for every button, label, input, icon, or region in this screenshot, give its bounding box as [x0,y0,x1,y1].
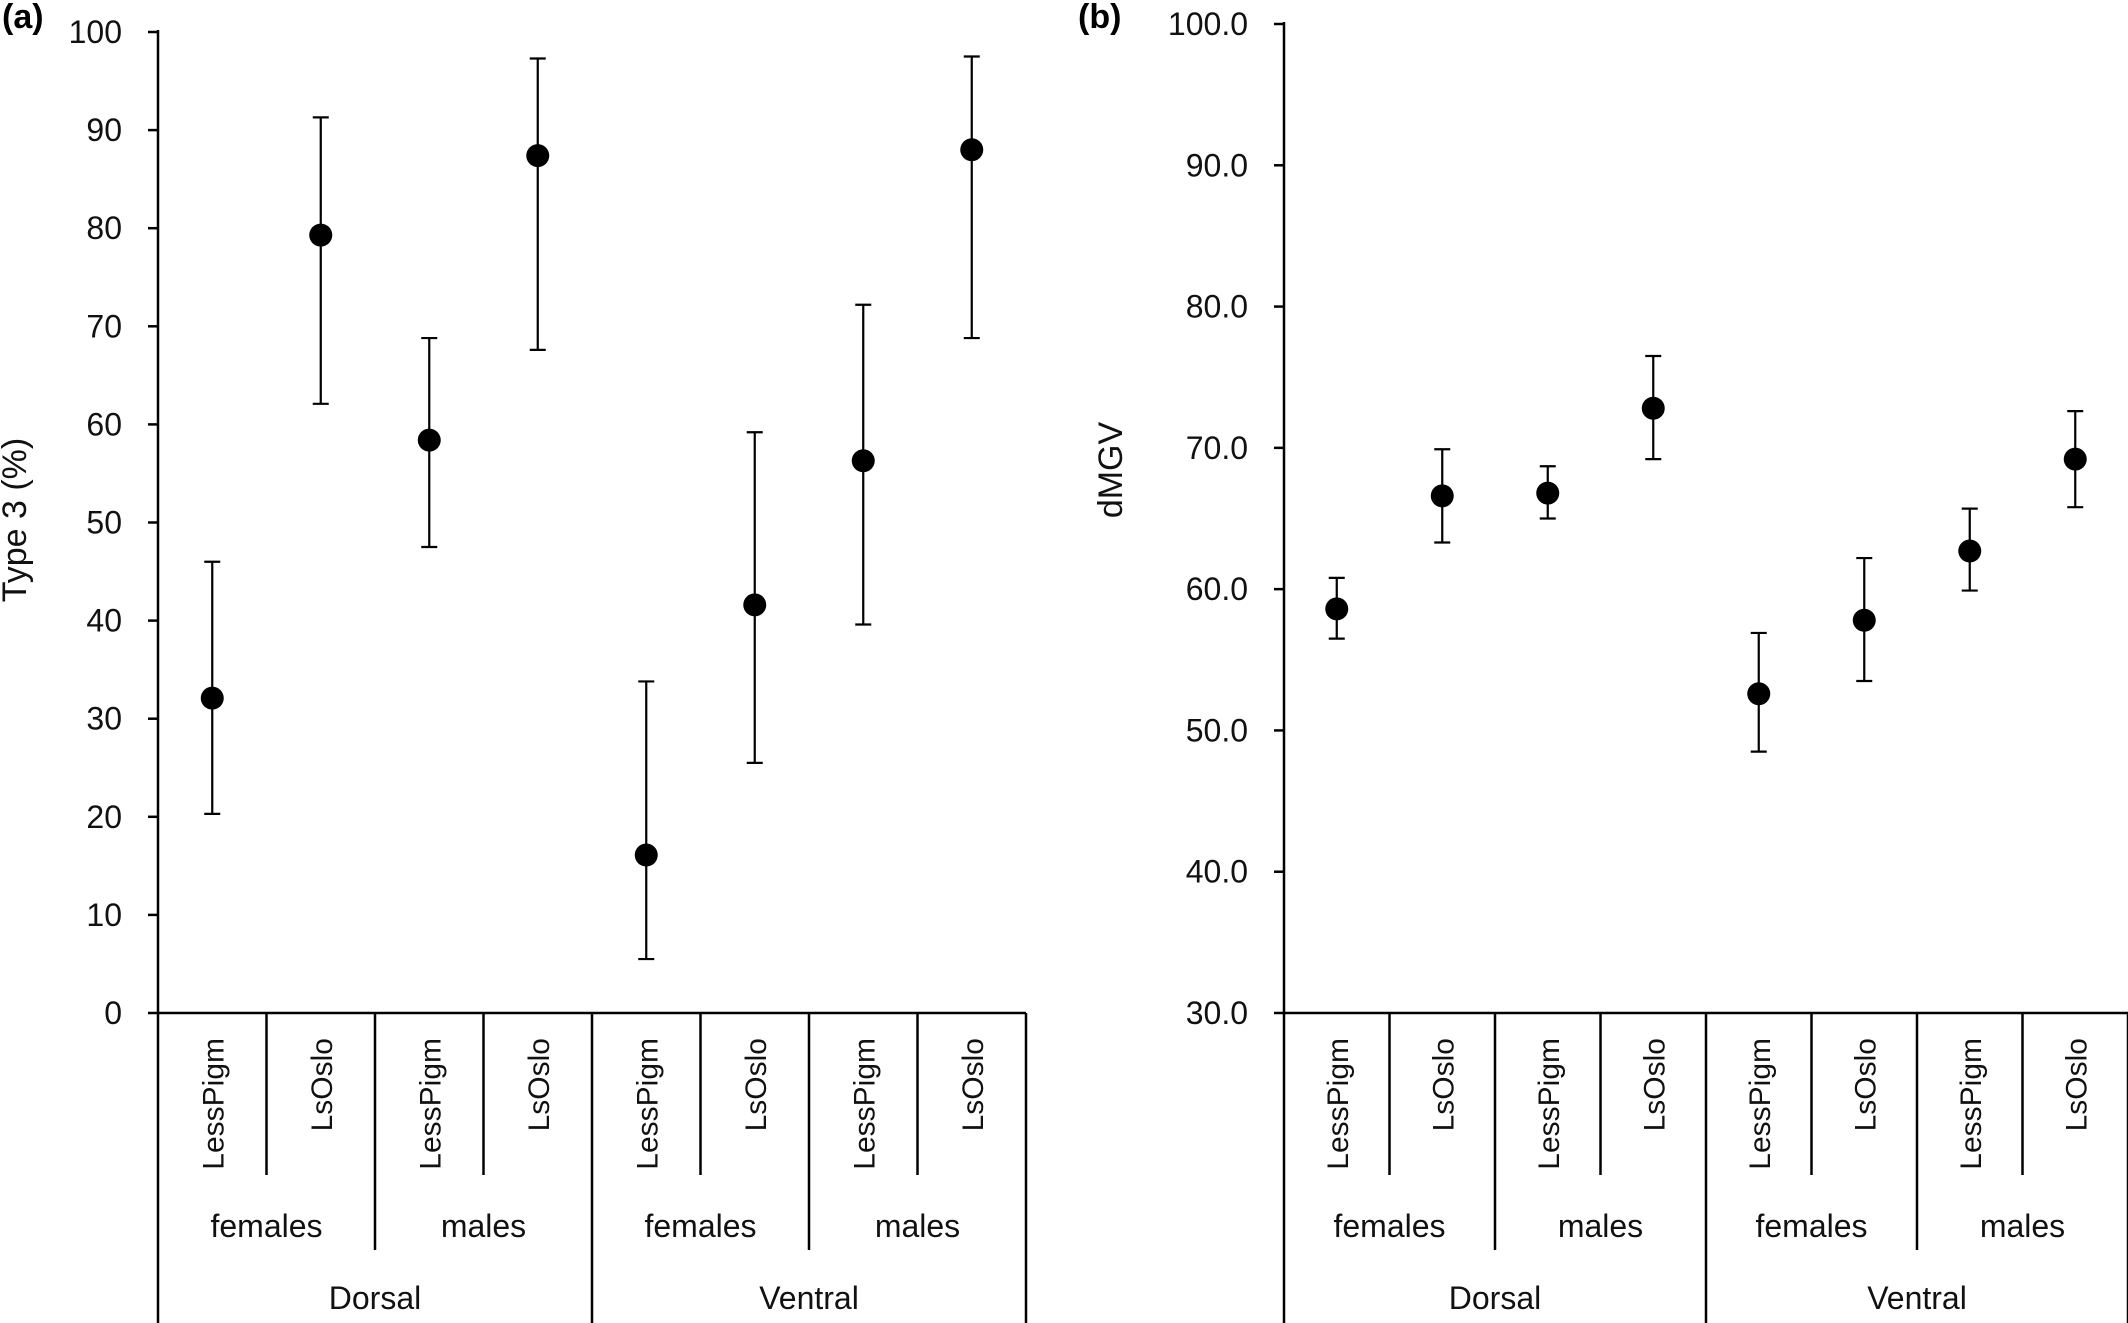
panel-a-category-label: LsOslo [957,1038,990,1131]
panel-a-y-tick-label: 60 [86,406,122,442]
panel-a-y-tick-label: 50 [86,505,122,541]
panel-a-data-point [960,138,984,162]
panel-a-y-tick-label: 10 [86,897,122,933]
panel-a-sex-group-label: females [644,1208,756,1244]
panel-b-y-tick-label: 70.0 [1186,430,1248,466]
panel-b-y-tick-label: 40.0 [1186,854,1248,890]
panel-b-y-tick-label: 60.0 [1186,571,1248,607]
panel-a-y-tick-label: 100 [69,14,122,50]
panel-a-data-point [200,686,224,710]
panel-b-category-label: LsOslo [1849,1038,1882,1131]
panel-b-data-point [1641,396,1665,420]
panel-b-data-point [1430,484,1454,508]
panel-b-y-tick-label: 50.0 [1186,712,1248,748]
panel-b-data-point [1852,608,1876,632]
panel-a-data-point [417,428,441,452]
panel-a-y-tick-label: 0 [104,995,122,1031]
panel-b-sex-group-label: females [1755,1208,1867,1244]
panel-a-y-tick-label: 30 [86,701,122,737]
panel-a-category-label: LsOslo [740,1038,773,1131]
panel-a-y-tick-label: 70 [86,308,122,344]
panel-b-data-point [1536,481,1560,505]
panel-a-region-group-label: Dorsal [329,1280,421,1316]
panel-b-category-label: LsOslo [1638,1038,1671,1131]
panel-b-sex-group-label: females [1333,1208,1445,1244]
panel-b-category-label: LessPigm [1744,1038,1777,1170]
panel-a-sex-group-label: females [210,1208,322,1244]
panel-b-sex-group-label: males [1558,1208,1643,1244]
panel-a-data-point [526,144,550,168]
panel-a-sex-group-label: males [875,1208,960,1244]
panel-b-label: (b) [1078,0,1121,36]
panel-a-data-point [851,449,875,473]
panel-b-region-group-label: Dorsal [1449,1280,1541,1316]
panel-a-y-axis-label: Type 3 (%) [0,438,34,602]
panel-a-y-tick-label: 90 [86,112,122,148]
panel-a-category-label: LsOslo [523,1038,556,1131]
panel-a-y-tick-label: 80 [86,210,122,246]
panel-b-category-label: LessPigm [1533,1038,1566,1170]
panel-b-y-tick-label: 100.0 [1168,6,1248,42]
panel-a-category-label: LsOslo [306,1038,339,1131]
panel-a-region-group-label: Ventral [759,1280,859,1316]
panel-b-data-point [1325,597,1349,621]
panel-a-y-tick-label: 20 [86,799,122,835]
panel-a-category-label: LessPigm [197,1038,230,1170]
panel-a-category-label: LessPigm [848,1038,881,1170]
panel-b-y-tick-label: 80.0 [1186,289,1248,325]
panel-b: (b) dMGV 30.0 40.0 50.0 60.0 70.0 80.0 90.0 100… [1078,0,2128,1323]
panel-a-data-point [743,593,767,617]
panel-a-data-point [634,843,658,867]
panel-b-data-point [1958,539,1982,563]
panel-b-region-group-label: Ventral [1867,1280,1967,1316]
panel-a-y-tick-label: 40 [86,603,122,639]
panel-b-category-label: LsOslo [2060,1038,2093,1131]
panel-b-sex-group-label: males [1980,1208,2065,1244]
panel-a-category-label: LessPigm [414,1038,447,1170]
panel-b-data-point [2063,447,2087,471]
panel-b-y-tick-label: 90.0 [1186,147,1248,183]
panel-b-y-tick-label: 30.0 [1186,995,1248,1031]
panel-a: (a) Type 3 (%) 0 10 20 30 40 50 60 70 80 90 100 Les… [0,0,1028,1323]
panel-a-category-label: LessPigm [631,1038,664,1170]
panel-a-label: (a) [2,0,44,36]
panel-b-data-point [1747,682,1771,706]
panel-a-data-point [309,223,333,247]
panel-b-y-axis-label: dMGV [1092,422,1130,519]
panel-b-category-label: LessPigm [1955,1038,1988,1170]
panel-b-category-label: LsOslo [1427,1038,1460,1131]
panel-a-sex-group-label: males [441,1208,526,1244]
panel-b-category-label: LessPigm [1322,1038,1355,1170]
